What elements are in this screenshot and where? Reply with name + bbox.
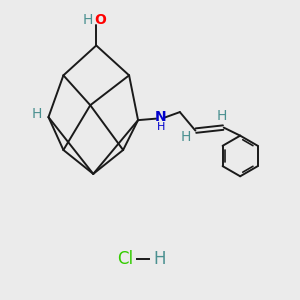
Text: O: O [94, 13, 106, 27]
Text: N: N [155, 110, 167, 124]
Text: H: H [181, 130, 191, 144]
Text: H: H [217, 109, 227, 123]
Text: H: H [157, 122, 165, 132]
Text: H: H [83, 13, 93, 27]
Text: H: H [32, 106, 42, 121]
Text: H: H [154, 250, 166, 268]
Text: Cl: Cl [118, 250, 134, 268]
